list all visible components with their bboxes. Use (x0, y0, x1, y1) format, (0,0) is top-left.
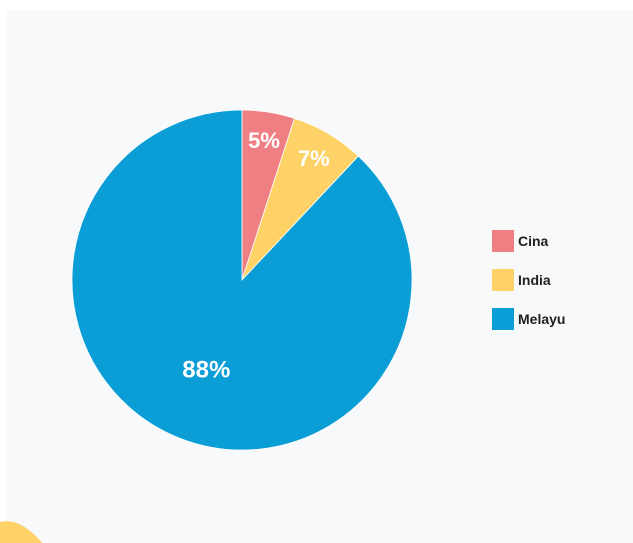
decorative-corner-shape (0, 521, 43, 543)
legend-swatch-cina (492, 230, 514, 252)
legend-label-india: India (518, 272, 551, 288)
legend-label-cina: Cina (518, 233, 549, 249)
pie-label-india: 7% (298, 146, 330, 171)
legend-label-melayu: Melayu (518, 311, 566, 327)
pie-slice-melayu (71, 109, 413, 451)
pie-label-cina: 5% (248, 128, 280, 153)
legend-item-cina: Cina (492, 230, 622, 252)
pie-slices (71, 109, 413, 451)
pie-slice-labels: 5% 7% 88% (182, 128, 329, 383)
chart-legend: Cina India Melayu (492, 230, 622, 347)
legend-swatch-india (492, 269, 514, 291)
legend-item-melayu: Melayu (492, 308, 622, 330)
pie-label-melayu: 88% (182, 357, 230, 384)
legend-swatch-melayu (492, 308, 514, 330)
legend-item-india: India (492, 269, 622, 291)
